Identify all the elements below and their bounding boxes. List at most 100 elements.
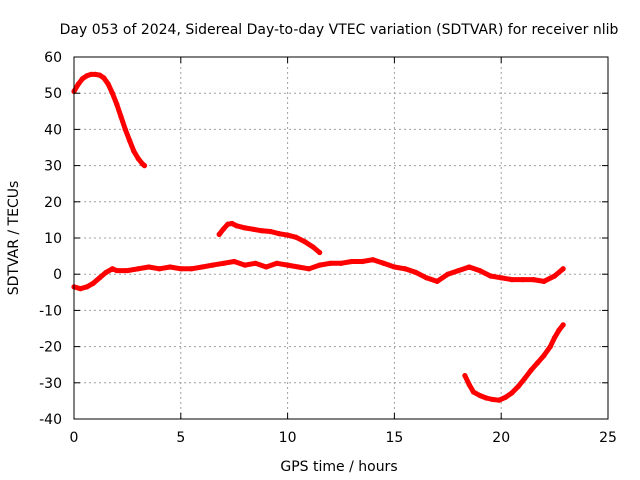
data-point — [477, 392, 483, 399]
data-point — [391, 264, 397, 270]
data-point — [302, 239, 308, 245]
data-point — [317, 249, 323, 256]
data-point — [483, 395, 489, 401]
data-point — [118, 114, 124, 120]
data-point — [84, 73, 90, 79]
data-point — [146, 264, 152, 270]
data-point — [220, 226, 227, 232]
data-point — [259, 228, 265, 234]
data-point — [178, 266, 184, 272]
data-point — [242, 225, 248, 231]
data-point — [552, 273, 558, 279]
data-point — [402, 266, 408, 272]
data-point — [88, 71, 94, 77]
y-tick-label: 10 — [44, 231, 62, 247]
data-point — [496, 397, 502, 403]
data-point — [541, 278, 547, 285]
data-point — [229, 220, 235, 227]
data-point — [242, 262, 248, 268]
series-track-late-low — [462, 322, 566, 403]
data-point — [541, 353, 547, 359]
x-tick-label: 20 — [492, 430, 510, 446]
data-point — [381, 260, 387, 266]
data-point — [445, 271, 451, 277]
y-tick-label: -30 — [39, 376, 62, 392]
data-point — [327, 260, 333, 266]
x-tick-label: 0 — [70, 430, 79, 446]
data-point — [276, 231, 282, 237]
data-point — [295, 264, 301, 270]
data-point — [498, 275, 504, 281]
data-point — [293, 234, 299, 240]
data-point — [124, 267, 130, 274]
data-point — [210, 262, 216, 268]
data-point — [477, 267, 483, 274]
data-point — [250, 226, 257, 232]
y-tick-label: 30 — [44, 159, 62, 175]
data-point — [75, 81, 81, 87]
data-point — [470, 389, 477, 395]
series-track-mid-high — [216, 220, 323, 256]
data-point — [462, 372, 468, 379]
data-point — [233, 223, 239, 229]
data-point — [349, 258, 355, 265]
data-point — [560, 322, 566, 328]
data-point — [487, 273, 494, 279]
data-point — [466, 382, 472, 388]
data-point — [547, 344, 553, 350]
data-point — [90, 280, 96, 286]
data-point — [534, 360, 541, 366]
data-point — [509, 277, 515, 283]
data-point — [220, 260, 227, 266]
data-point — [97, 72, 103, 78]
y-tick-label: 40 — [44, 122, 62, 138]
data-point — [126, 137, 133, 143]
data-point — [338, 260, 344, 266]
x-tick-label: 25 — [599, 430, 617, 446]
data-point — [92, 71, 98, 77]
data-point — [285, 262, 291, 268]
data-point — [77, 286, 84, 292]
data-point — [522, 375, 528, 382]
data-point — [135, 155, 141, 161]
data-point — [103, 269, 109, 275]
data-point — [231, 258, 237, 265]
series-track-early-high — [71, 71, 148, 169]
y-axis-title: SDTVAR / TECUs — [6, 181, 22, 296]
data-point — [317, 262, 323, 268]
data-point — [528, 367, 534, 373]
data-layer — [71, 71, 566, 403]
data-point — [509, 390, 515, 396]
data-point — [359, 258, 365, 265]
data-point — [306, 266, 312, 272]
data-point — [263, 264, 269, 270]
data-point — [84, 284, 90, 290]
data-point — [490, 396, 496, 403]
axis-ticks: 0 5 10 15 20 25 -40 -30 -20 -10 0 10 20 30 40 50 60 — [39, 50, 617, 446]
data-point — [131, 148, 137, 154]
y-tick-label: 20 — [44, 195, 62, 211]
data-point — [455, 267, 462, 274]
data-point — [530, 277, 536, 283]
data-point — [188, 266, 195, 272]
data-point — [515, 383, 521, 390]
x-tick-label: 15 — [385, 430, 403, 446]
x-tick-label: 5 — [176, 430, 185, 446]
data-point — [79, 76, 86, 82]
grid-lines — [74, 57, 608, 419]
y-tick-label: -10 — [39, 303, 62, 319]
data-point — [156, 266, 163, 272]
data-point — [109, 90, 116, 96]
data-point — [216, 231, 222, 237]
data-point — [502, 394, 509, 400]
data-point — [114, 101, 120, 107]
data-point — [97, 275, 103, 281]
data-point — [109, 266, 116, 272]
y-tick-label: -40 — [39, 412, 62, 428]
data-point — [519, 277, 526, 283]
x-axis-title: GPS time / hours — [280, 459, 397, 475]
data-point — [252, 260, 259, 266]
series-track-main-zero — [71, 257, 566, 292]
y-tick-label: 0 — [53, 267, 62, 283]
